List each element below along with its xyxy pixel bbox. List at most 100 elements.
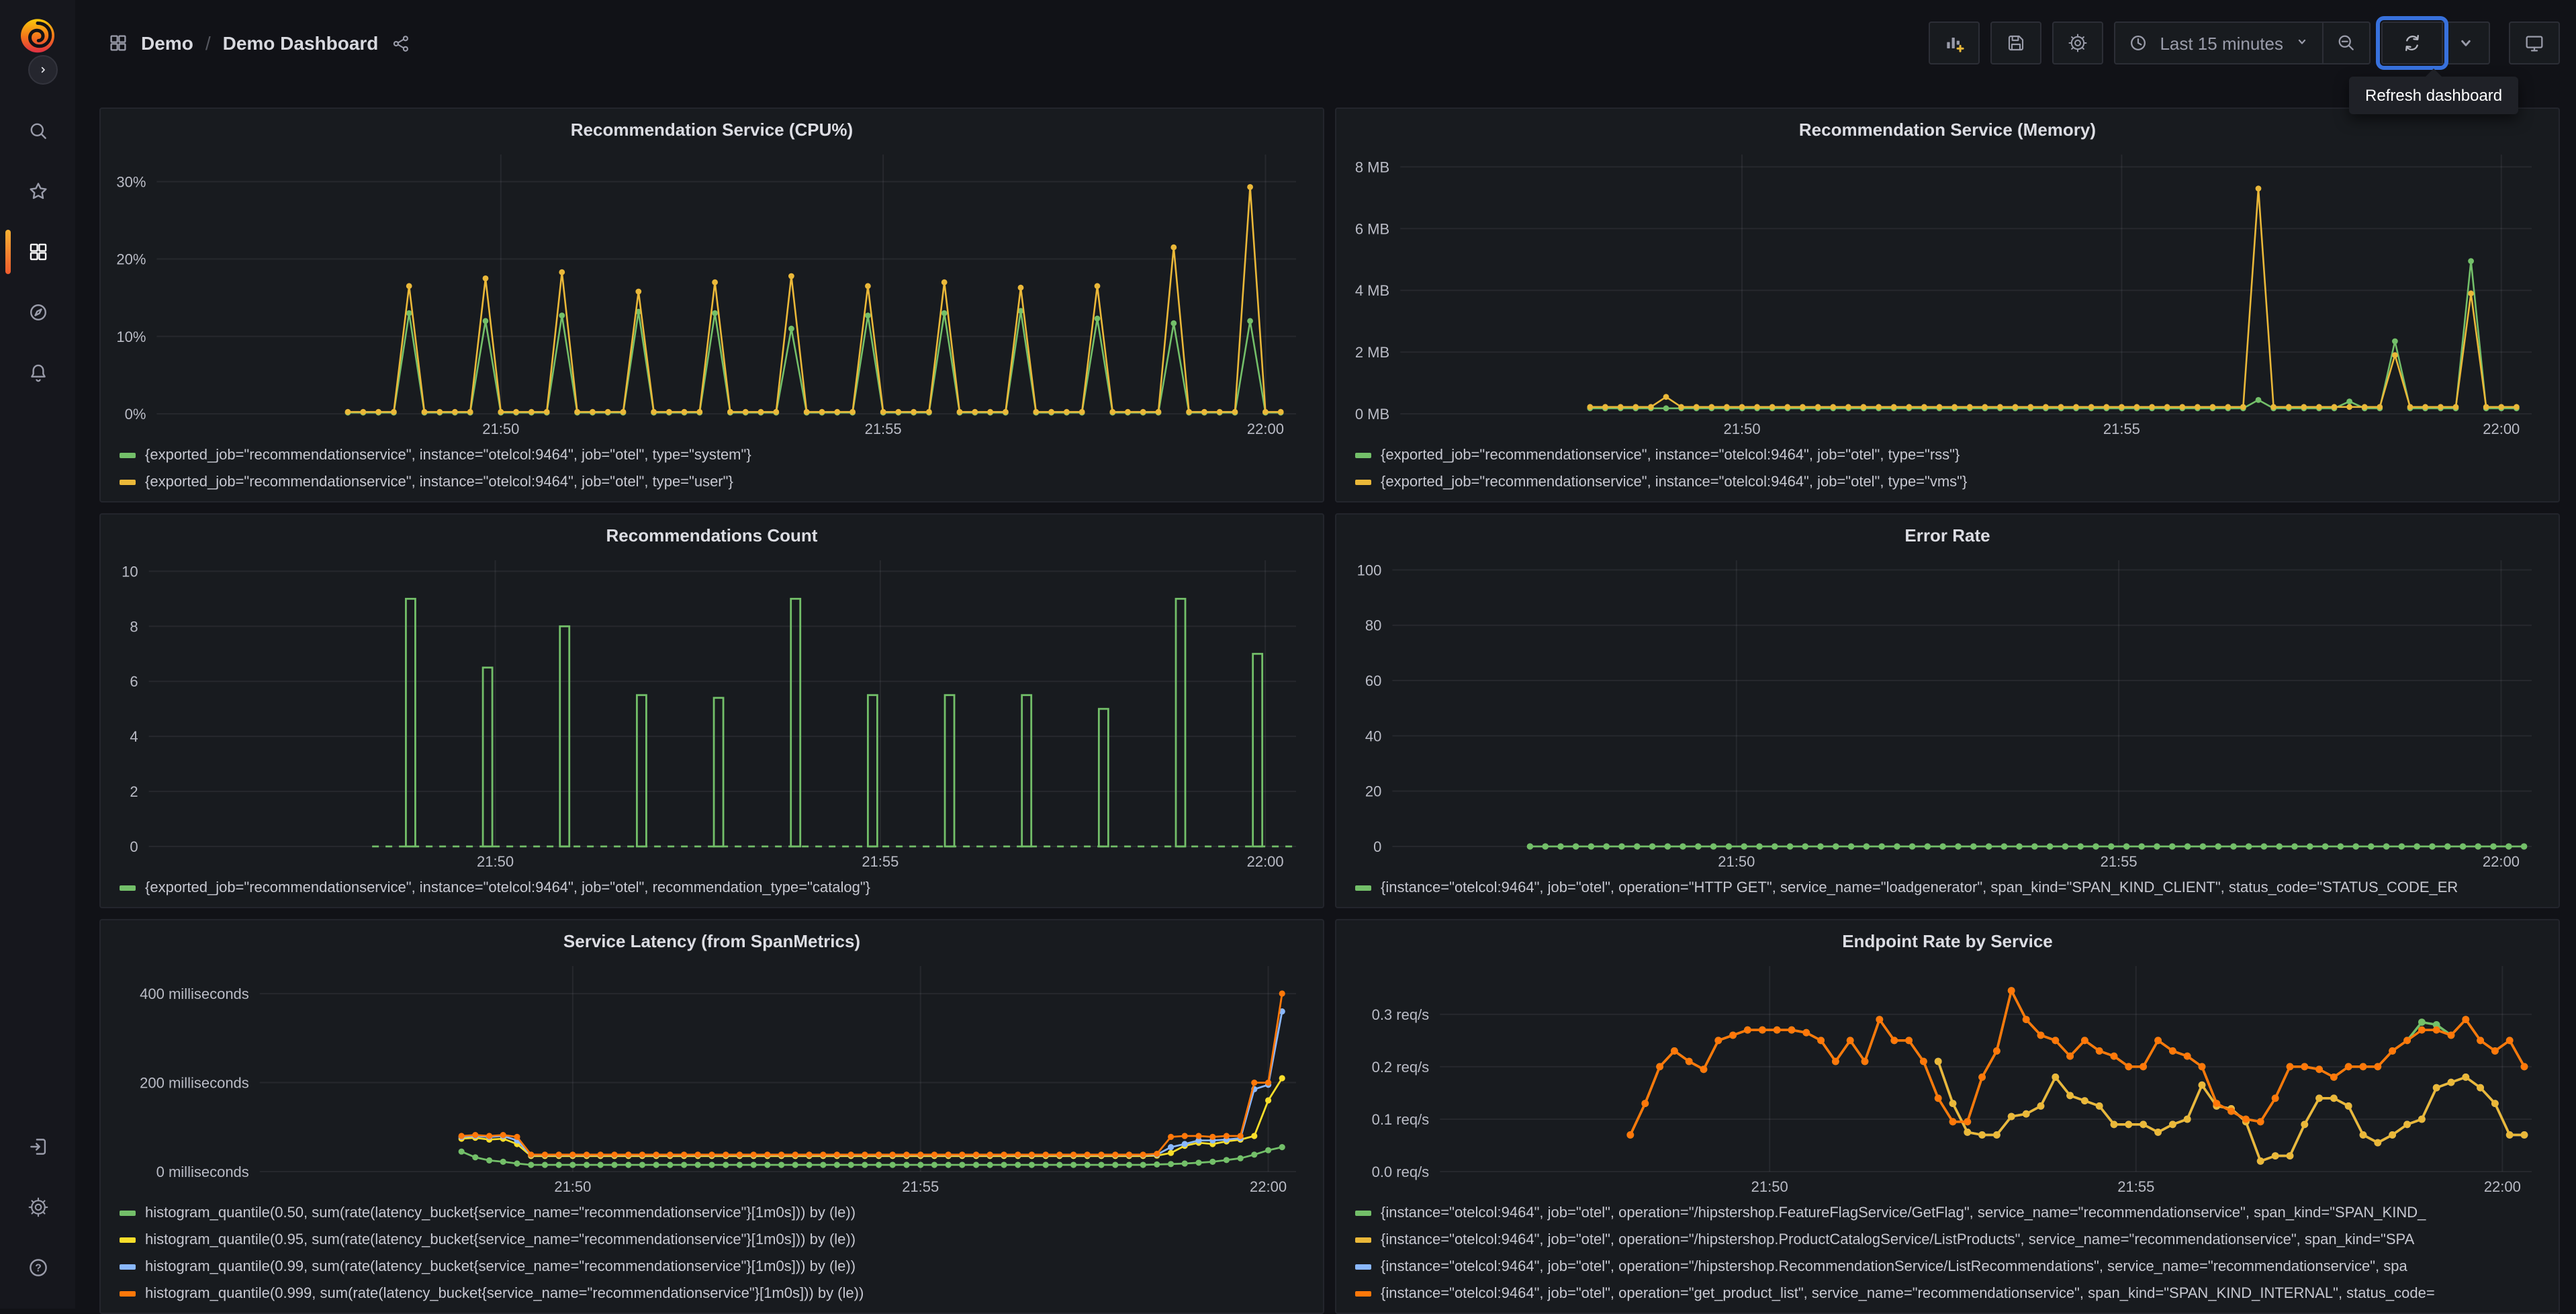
svg-text:0: 0: [1373, 838, 1381, 855]
svg-text:200 milliseconds: 200 milliseconds: [140, 1075, 249, 1092]
sidebar-item-alerting[interactable]: [11, 343, 64, 403]
legend-swatch-icon: [120, 1237, 136, 1243]
legend-item[interactable]: histogram_quantile(0.50, sum(rate(latenc…: [120, 1200, 1309, 1227]
chevron-down-icon: [2294, 33, 2310, 53]
legend-item[interactable]: {exported_job="recommendationservice", i…: [120, 442, 1309, 469]
legend-label: {exported_job="recommendationservice", i…: [145, 447, 751, 464]
sidebar-item-help[interactable]: [11, 1237, 64, 1298]
panel-title[interactable]: Error Rate: [1904, 525, 1990, 545]
legend-label: histogram_quantile(0.99, sum(rate(latenc…: [145, 1259, 856, 1275]
legend-swatch-icon: [1355, 480, 1371, 485]
sidebar-item-sign-in[interactable]: [11, 1116, 64, 1177]
svg-text:21:50: 21:50: [1718, 853, 1755, 870]
legend-label: {instance="otelcol:9464", job="otel", op…: [1381, 880, 2458, 896]
svg-text:0 milliseconds: 0 milliseconds: [156, 1164, 249, 1180]
legend-item[interactable]: {exported_job="recommendationservice", i…: [120, 875, 1309, 902]
legend-item[interactable]: {instance="otelcol:9464", job="otel", op…: [1355, 875, 2545, 902]
legend-item[interactable]: {instance="otelcol:9464", job="otel", op…: [1355, 1280, 2545, 1307]
memory-legend: {exported_job="recommendationservice", i…: [1350, 442, 2545, 498]
svg-text:21:50: 21:50: [1751, 1178, 1788, 1195]
svg-text:30%: 30%: [116, 173, 146, 190]
svg-text:0: 0: [130, 838, 138, 855]
add-panel-button[interactable]: [1929, 21, 1980, 64]
legend-item[interactable]: {instance="otelcol:9464", job="otel", op…: [1355, 1254, 2545, 1280]
svg-text:21:50: 21:50: [482, 421, 519, 437]
expand-nav-button[interactable]: [28, 55, 58, 85]
refresh-dashboard-button[interactable]: [2376, 16, 2448, 70]
time-picker-button[interactable]: Last 15 minutes: [2115, 23, 2322, 63]
sidebar-item-explore[interactable]: [11, 282, 64, 343]
legend-label: {exported_job="recommendationservice", i…: [145, 474, 733, 490]
nav-main-items: [5, 101, 64, 403]
panel-title[interactable]: Recommendations Count: [606, 525, 818, 545]
legend-item[interactable]: histogram_quantile(0.99, sum(rate(latenc…: [120, 1254, 1309, 1280]
panel-recommendations-count: Recommendations Count 0 2 4 6 8 10 21:50 21:55 2…: [99, 513, 1324, 908]
error-rate-chart[interactable]: 0 20 40 60 80 100 21:50 21:55 22:00: [1350, 550, 2545, 873]
legend-item[interactable]: {instance="otelcol:9464", job="otel", op…: [1355, 1227, 2545, 1254]
legend-swatch-icon: [120, 885, 136, 891]
panel-title[interactable]: Recommendation Service (Memory): [1798, 120, 2097, 140]
panel-service-latency: Service Latency (from SpanMetrics) 0 mil…: [99, 919, 1324, 1314]
breadcrumb-page[interactable]: Demo Dashboard: [222, 32, 379, 54]
svg-text:100: 100: [1357, 562, 1382, 578]
legend-item[interactable]: histogram_quantile(0.95, sum(rate(latenc…: [120, 1227, 1309, 1254]
legend-item[interactable]: {exported_job="recommendationservice", i…: [120, 469, 1309, 496]
zoom-out-time-button[interactable]: [2322, 23, 2369, 63]
question-circle-icon: [29, 1259, 46, 1276]
panel-title[interactable]: Endpoint Rate by Service: [1842, 931, 2053, 951]
endpoint-rate-chart[interactable]: 0.0 req/s 0.1 req/s 0.2 req/s 0.3 req/s 21:5…: [1350, 955, 2545, 1198]
legend-item[interactable]: histogram_quantile(0.999, sum(rate(laten…: [120, 1280, 1309, 1307]
sign-in-icon: [30, 1139, 46, 1155]
legend-label: histogram_quantile(0.50, sum(rate(latenc…: [145, 1205, 856, 1221]
compass-icon: [30, 304, 46, 320]
refresh-tooltip: Refresh dashboard: [2349, 69, 2519, 114]
legend-label: {exported_job="recommendationservice", i…: [145, 880, 871, 896]
grafana-logo-icon[interactable]: [17, 15, 58, 55]
apps-icon: [107, 32, 129, 54]
sidebar-item-dashboards[interactable]: [5, 222, 64, 282]
svg-text:400 milliseconds: 400 milliseconds: [140, 986, 249, 1002]
sidebar-item-configuration[interactable]: [11, 1177, 64, 1237]
cpu-legend: {exported_job="recommendationservice", i…: [114, 442, 1309, 498]
legend-label: {instance="otelcol:9464", job="otel", op…: [1381, 1205, 2426, 1221]
legend-item[interactable]: {exported_job="recommendationservice", i…: [1355, 469, 2545, 496]
breadcrumb: Demo / Demo Dashboard: [107, 32, 410, 54]
panel-title[interactable]: Service Latency (from SpanMetrics): [563, 931, 861, 951]
sidebar-item-starred[interactable]: [11, 161, 64, 222]
memory-chart[interactable]: 0 MB 2 MB 4 MB 6 MB 8 MB 21:50 21:55 22:00: [1350, 144, 2545, 441]
legend-item[interactable]: {exported_job="recommendationservice", i…: [1355, 442, 2545, 469]
breadcrumb-section[interactable]: Demo: [141, 32, 193, 54]
svg-text:4: 4: [130, 728, 138, 745]
sidebar-item-search[interactable]: [11, 101, 64, 161]
share-dashboard-button[interactable]: [390, 33, 410, 53]
gear-icon: [2068, 34, 2087, 52]
svg-text:0.0 req/s: 0.0 req/s: [1372, 1164, 1430, 1180]
cycle-view-mode-button[interactable]: [2509, 21, 2560, 64]
svg-text:2 MB: 2 MB: [1355, 344, 1389, 361]
cpu-chart[interactable]: 0% 10% 20% 30% 21:50 21:55 22:00: [114, 144, 1309, 441]
save-dashboard-button[interactable]: [1990, 21, 2042, 64]
svg-text:21:55: 21:55: [902, 1178, 939, 1195]
svg-text:22:00: 22:00: [2483, 853, 2520, 870]
refresh-interval-button[interactable]: [2442, 23, 2489, 63]
svg-text:20: 20: [1365, 783, 1381, 800]
legend-swatch-icon: [1355, 453, 1371, 458]
error-rate-legend: {instance="otelcol:9464", job="otel", op…: [1350, 875, 2545, 904]
dashboard-settings-button[interactable]: [2052, 21, 2104, 64]
legend-swatch-icon: [120, 453, 136, 458]
legend-swatch-icon: [120, 1291, 136, 1297]
legend-item[interactable]: {instance="otelcol:9464", job="otel", op…: [1355, 1200, 2545, 1227]
service-latency-chart[interactable]: 0 milliseconds 200 milliseconds 400 millis…: [114, 955, 1309, 1198]
svg-text:22:00: 22:00: [2483, 421, 2520, 437]
panel-title[interactable]: Recommendation Service (CPU%): [570, 120, 854, 140]
legend-swatch-icon: [120, 1211, 136, 1216]
recommendations-count-chart[interactable]: 0 2 4 6 8 10 21:50 21:55 22:00: [114, 550, 1309, 873]
share-alt-icon: [393, 35, 408, 51]
svg-text:0.3 req/s: 0.3 req/s: [1372, 1006, 1430, 1023]
legend-swatch-icon: [1355, 1264, 1371, 1270]
svg-text:80: 80: [1365, 617, 1381, 634]
svg-text:10%: 10%: [116, 328, 146, 345]
legend-swatch-icon: [1355, 885, 1371, 891]
svg-text:21:50: 21:50: [1724, 421, 1761, 437]
legend-label: {exported_job="recommendationservice", i…: [1381, 474, 1968, 490]
